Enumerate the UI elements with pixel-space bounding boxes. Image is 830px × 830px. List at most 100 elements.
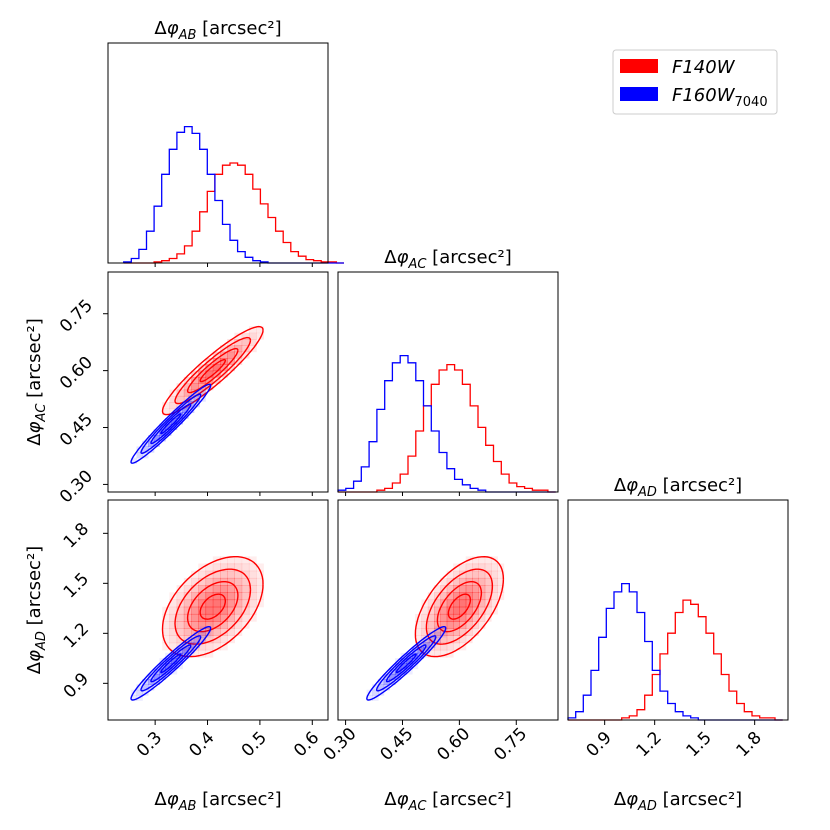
density-cell-f140w	[241, 556, 250, 565]
density-cell-f140w	[205, 621, 214, 629]
density-cell-f140w	[162, 635, 170, 644]
density-cell-f140w	[162, 402, 170, 410]
density-cell-f160w	[417, 652, 424, 659]
density-cell-f140w	[198, 599, 207, 608]
density-cell-f140w	[212, 585, 221, 593]
density-cell-f140w	[446, 642, 454, 651]
density-cell-f140w	[440, 577, 448, 586]
density-cell-f140w	[220, 585, 228, 593]
density-cell-f160w	[165, 663, 172, 670]
density-cell-f160w	[417, 642, 424, 649]
density-cell-f140w	[434, 585, 441, 593]
density-cell-f160w	[394, 673, 402, 680]
density-cell-f160w	[383, 673, 390, 680]
density-cell-f160w	[199, 637, 206, 643]
density-cell-f160w	[182, 406, 189, 413]
density-cell-f140w	[427, 592, 435, 601]
hist-panel-AD: ΔφAD [arcsec²]	[567, 475, 789, 721]
density-cell-f140w	[465, 635, 473, 644]
density-cell-f140w	[191, 376, 199, 384]
density-cell-f140w	[256, 592, 264, 601]
x-tick-label: 0.5	[238, 728, 271, 761]
density-cell-f160w	[429, 631, 436, 638]
x-axis-title-AD: ΔφAD [arcsec²]	[614, 789, 742, 814]
density-cell-f140w	[491, 599, 498, 608]
legend-swatch-0	[620, 59, 658, 73]
density-cell-f140w	[176, 642, 185, 651]
density-cell-f140w	[446, 635, 454, 644]
y-tick-label: 1.5	[60, 569, 93, 602]
density-cell-f140w	[248, 606, 257, 615]
x-tick-label: 1.8	[732, 728, 765, 761]
density-cell-f140w	[198, 649, 207, 658]
density-cell-f140w	[234, 556, 243, 565]
y-tick-label: 0.60	[56, 353, 97, 394]
density-cell-f140w	[248, 326, 257, 334]
density-cell-f160w	[148, 446, 155, 453]
density-cell-f140w	[427, 642, 435, 651]
y-tick-label: 1.2	[60, 619, 93, 652]
density-cell-f140w	[162, 408, 170, 416]
density-cell-f140w	[484, 570, 492, 579]
hist-panel-AB: ΔφAB [arcsec²]	[107, 18, 344, 264]
density-cell-f140w	[446, 592, 454, 601]
density-cell-f160w	[136, 689, 143, 696]
density-cell-f140w	[484, 606, 492, 615]
density-cell-f140w	[472, 570, 479, 579]
density-cell-f140w	[183, 599, 192, 608]
density-cell-f140w	[478, 599, 486, 608]
density-cell-f140w	[176, 592, 185, 601]
density-cell-f140w	[176, 585, 185, 593]
density-cell-f140w	[427, 628, 435, 636]
density-cell-f160w	[434, 637, 441, 643]
density-cell-f160w	[193, 395, 200, 402]
density-cell-f160w	[130, 457, 138, 464]
density-cell-f140w	[491, 585, 498, 593]
density-cell-f140w	[191, 395, 199, 403]
density-cell-f140w	[491, 563, 498, 572]
contour-f160w	[160, 653, 182, 674]
histogram-f160w-AB	[123, 125, 344, 264]
density-cell-f140w	[169, 613, 178, 622]
density-cell-f140w	[191, 383, 199, 391]
density-cell-f140w	[234, 570, 243, 579]
histogram-f160w-AD	[567, 582, 783, 721]
density-cell-f140w	[440, 642, 448, 651]
density-cell-f140w	[212, 358, 221, 365]
density-cell-f140w	[484, 556, 492, 565]
contour-f160w	[375, 635, 437, 692]
density-cell-f140w	[162, 628, 170, 636]
density-cell-f140w	[459, 628, 467, 636]
density-cell-f160w	[429, 642, 436, 649]
density-cell-f140w	[169, 599, 178, 608]
density-cell-f140w	[227, 339, 235, 346]
density-cell-f140w	[497, 577, 505, 586]
density-cell-f140w	[465, 570, 473, 579]
density-cell-f140w	[248, 599, 257, 608]
density-cell-f140w	[472, 556, 479, 565]
density-cell-f140w	[234, 621, 243, 629]
panel-frame	[337, 499, 559, 721]
density-cell-f140w	[198, 592, 207, 601]
density-cell-f140w	[176, 628, 185, 636]
density-cell-f140w	[434, 649, 441, 658]
density-cell-f140w	[205, 364, 214, 372]
density-cell-f140w	[234, 628, 243, 636]
density-cell-f140w	[212, 621, 221, 629]
x-tick-label: 0.45	[376, 724, 417, 765]
density-cell-f160w	[417, 647, 424, 654]
density-cell-f140w	[472, 592, 479, 601]
hist-title-AB: ΔφAB [arcsec²]	[154, 18, 281, 43]
density-cell-f140w	[205, 370, 214, 378]
contour-f140w	[186, 347, 239, 394]
density-cell-f140w	[459, 570, 467, 579]
density-cell-f140w	[205, 585, 214, 593]
density-cell-f140w	[183, 389, 192, 397]
density-cell-f140w	[497, 585, 505, 593]
density-cell-f140w	[421, 613, 429, 622]
histogram-f140w-AD	[568, 599, 783, 721]
density-cell-f140w	[415, 635, 422, 644]
density-cell-f140w	[241, 339, 250, 346]
y-tick-label: 0.9	[60, 669, 93, 702]
density-cell-f160w	[130, 695, 138, 701]
